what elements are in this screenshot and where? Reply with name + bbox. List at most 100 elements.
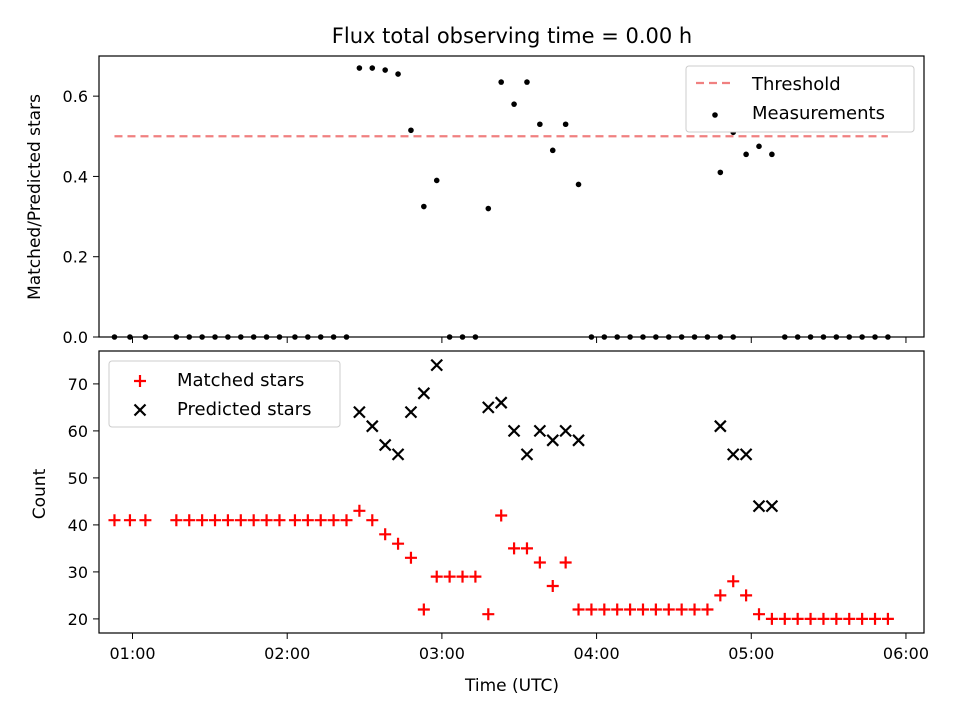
measurement-point xyxy=(511,101,517,107)
matched-star-point xyxy=(611,603,624,616)
predicted-star-point xyxy=(533,424,547,438)
plus-mark xyxy=(456,570,469,583)
measurement-point xyxy=(833,334,840,340)
y-tick-label: 0.2 xyxy=(63,248,88,267)
measurement-point xyxy=(382,67,388,73)
matched-star-point xyxy=(765,612,778,625)
matched-star-point xyxy=(209,514,222,527)
legend-threshold-label: Threshold xyxy=(751,74,841,95)
matched-star-point xyxy=(443,570,456,583)
measurement-point xyxy=(212,334,218,340)
matched-star-point xyxy=(856,612,869,625)
predicted-star-point xyxy=(404,405,418,419)
matched-star-point xyxy=(753,608,765,621)
matched-star-point xyxy=(108,514,121,527)
matched-star-point xyxy=(314,514,327,527)
measurement-point xyxy=(653,334,659,340)
legend-box xyxy=(108,360,341,428)
predicted-star-point xyxy=(726,448,740,461)
plus-mark xyxy=(869,612,882,625)
plus-mark xyxy=(392,537,405,550)
plus-mark xyxy=(327,514,340,527)
measurement-point xyxy=(459,334,466,340)
plus-mark xyxy=(740,589,753,602)
measurement-point xyxy=(627,334,633,340)
chart-title: Flux total observing time = 0.00 h xyxy=(332,24,692,48)
plus-mark xyxy=(675,603,688,616)
bottom-plot-panel: 20 30 40 50 60 70 01:00 02:00 03:00 04:00 05:00 06:… xyxy=(68,350,929,663)
plus-mark xyxy=(856,612,869,625)
measurement-point xyxy=(885,334,891,340)
plus-mark xyxy=(688,603,701,616)
x-tick-label: 04:00 xyxy=(574,644,620,663)
predicted-star-point xyxy=(520,448,534,461)
plus-mark xyxy=(727,575,740,588)
matched-star-point xyxy=(482,608,495,621)
bottom-y-axis-label: Count xyxy=(30,468,50,519)
plus-mark xyxy=(221,514,234,527)
measurement-point xyxy=(562,121,569,128)
matched-star-point xyxy=(817,612,830,625)
plus-mark xyxy=(649,603,662,616)
x-tick-label: 06:00 xyxy=(883,644,929,663)
measurement-point xyxy=(524,79,530,85)
predicted-star-point xyxy=(559,424,572,438)
x-axis-label: Time (UTC) xyxy=(464,676,559,696)
x-tick-label: 05:00 xyxy=(728,644,774,663)
matched-star-point xyxy=(688,603,701,616)
matched-star-point xyxy=(727,575,740,588)
measurement-point xyxy=(717,334,724,340)
measurement-point xyxy=(846,334,853,340)
predicted-star-point xyxy=(482,401,495,414)
plus-mark xyxy=(714,589,727,602)
x-tick-label: 02:00 xyxy=(264,644,310,663)
predicted-star-point xyxy=(507,424,521,438)
measurement-point xyxy=(820,334,827,340)
plus-mark xyxy=(817,612,830,625)
matched-star-point xyxy=(714,589,727,602)
predicted-star-point xyxy=(752,499,766,513)
matched-star-point xyxy=(469,570,482,583)
plot-frame xyxy=(98,350,925,634)
plus-mark xyxy=(830,612,843,625)
plus-mark xyxy=(546,580,559,592)
measurement-point xyxy=(446,334,453,340)
matched-star-point xyxy=(804,612,817,625)
plus-mark xyxy=(778,612,791,625)
y-tick-label: 50 xyxy=(68,469,88,488)
matched-star-point xyxy=(327,514,340,527)
plus-mark xyxy=(482,608,495,621)
measurement-point xyxy=(276,334,283,340)
plot-frame xyxy=(98,55,925,338)
matched-star-point xyxy=(830,612,843,625)
measurement-point xyxy=(640,334,646,340)
measurement-point xyxy=(588,334,595,340)
measurement-point xyxy=(472,334,479,340)
plus-mark xyxy=(765,612,778,625)
plus-mark xyxy=(139,514,152,527)
measurement-point xyxy=(601,334,608,340)
measurement-point xyxy=(807,334,814,340)
plus-mark xyxy=(288,514,301,527)
measurement-point xyxy=(305,334,311,340)
plus-mark xyxy=(624,603,637,616)
plus-mark xyxy=(469,570,482,583)
measurement-point xyxy=(433,177,440,184)
plus-mark xyxy=(123,514,136,527)
predicted-star-point xyxy=(765,499,779,513)
predicted-star-point xyxy=(714,419,727,433)
matched-star-point xyxy=(340,514,353,527)
measurement-point xyxy=(769,151,775,158)
legend-matched-swatch xyxy=(134,375,146,387)
matched-star-point xyxy=(546,580,559,592)
measurement-point xyxy=(263,334,270,340)
measurement-point xyxy=(704,334,711,340)
matched-star-point xyxy=(881,612,894,625)
matched-star-point xyxy=(196,514,209,527)
predicted-star-point xyxy=(739,448,753,461)
measurement-point xyxy=(408,127,414,134)
measurement-point xyxy=(317,334,324,340)
matched-star-point xyxy=(404,551,417,564)
y-tick-label: 30 xyxy=(68,563,88,582)
legend-measurements-swatch xyxy=(712,112,718,118)
